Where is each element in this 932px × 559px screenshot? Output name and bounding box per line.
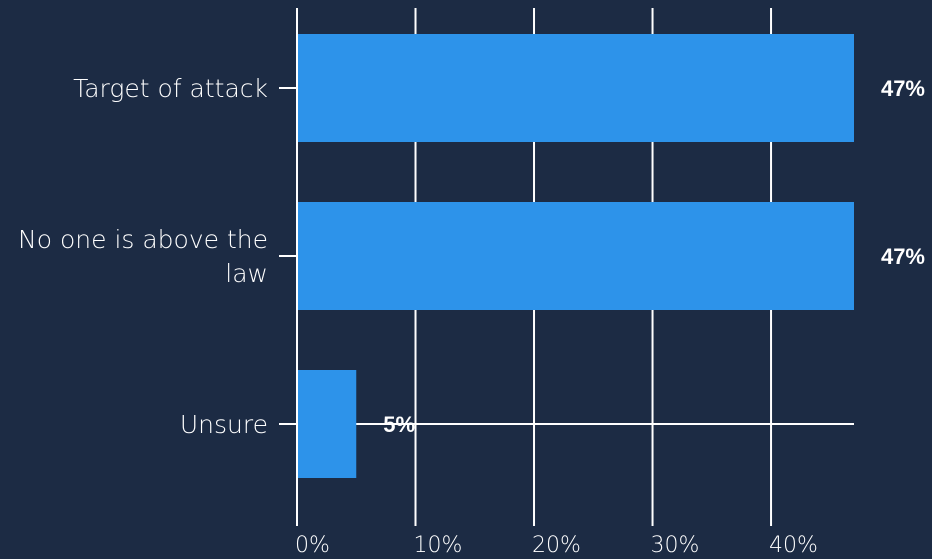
bar xyxy=(297,202,854,310)
x-tick-label: 40% xyxy=(769,533,818,558)
axes xyxy=(279,8,773,526)
labels: 0% 10% 20% 30% 40% Target of attack No one is … xyxy=(18,74,925,558)
category-label: Target of attack xyxy=(73,74,268,103)
category-label: law xyxy=(225,259,268,288)
category-label: No one is above the xyxy=(18,225,268,254)
value-label: 47% xyxy=(881,244,925,269)
x-tick-label: 10% xyxy=(414,533,463,558)
category-label: Unsure xyxy=(180,410,268,439)
value-label: 5% xyxy=(383,412,415,437)
bars xyxy=(297,34,854,478)
x-tick-label: 20% xyxy=(532,533,581,558)
x-tick-label: 30% xyxy=(651,533,700,558)
bar xyxy=(297,34,854,142)
value-label: 47% xyxy=(881,76,925,101)
x-tick-label: 0% xyxy=(295,533,330,558)
bar xyxy=(297,370,357,478)
